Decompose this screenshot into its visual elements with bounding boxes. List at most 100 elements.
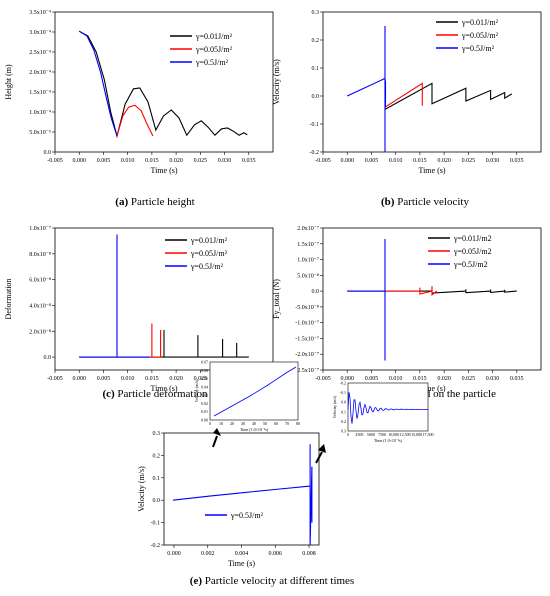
- x-tick-label: 0.035: [510, 376, 524, 382]
- y-tick-label: -5.0x10⁻⁸: [295, 305, 319, 311]
- y-tick-label: 0.1: [153, 476, 161, 482]
- y-tick-label: 2.0x10⁻⁸: [29, 329, 51, 335]
- legend-label: γ=0.5J/m²: [461, 44, 495, 53]
- inset-y-tick: 0.01: [201, 409, 208, 414]
- x-tick-label: 0.005: [365, 158, 379, 164]
- legend-label: γ=0.5J/m²: [190, 262, 224, 271]
- y-tick-label: 8.0x10⁻⁸: [29, 252, 51, 258]
- legend-label: γ=0.01J/m²: [190, 236, 228, 245]
- y-tick-label: 0.1: [312, 66, 320, 72]
- y-tick-label: 1.0x10⁻⁷: [297, 258, 319, 264]
- inset-x-tick: 20: [230, 421, 234, 426]
- series-line-1: [384, 82, 423, 108]
- x-axis-label: Time (s): [418, 384, 445, 393]
- arrowhead-left: [213, 428, 221, 436]
- panel-caption: (b) Particle velocity: [381, 196, 469, 208]
- inset-x-tick: 70: [285, 421, 289, 426]
- inset-x-tick: 10,000: [388, 432, 399, 438]
- y-tick-label: -1.5x10⁻⁷: [295, 336, 319, 342]
- x-tick-label: 0.035: [242, 158, 256, 164]
- inset-y-tick: 0.07: [201, 360, 208, 365]
- caption-letter: (a): [115, 196, 128, 208]
- legend-label: γ=0.05J/m²: [461, 31, 499, 40]
- y-tick-label: 0.0: [44, 150, 52, 156]
- y-tick-label: 1.0x10⁻⁷: [29, 226, 51, 232]
- x-tick-label: -0.005: [47, 376, 63, 382]
- inset-y-tick: 0.2: [341, 419, 346, 424]
- y-tick-label: 0.2: [312, 38, 320, 44]
- plot-frame: [322, 227, 542, 371]
- x-tick-label: 0.000: [72, 376, 86, 382]
- plot-frame: [54, 227, 274, 371]
- x-tick-label: 0.030: [486, 376, 500, 382]
- legend-label: γ=0.01J/m²: [195, 32, 233, 41]
- series-line-0: [78, 30, 248, 139]
- panel-caption: (e) Particle velocity at different times: [190, 575, 354, 587]
- y-axis-label: Height (m): [4, 64, 13, 100]
- inset-y-tick: 0.3: [341, 429, 346, 434]
- legend-label: γ=0.5J/m2: [453, 260, 488, 269]
- legend-label: γ=0.01J/m2: [453, 234, 492, 243]
- x-tick-label: 0.010: [121, 376, 135, 382]
- x-tick-label: -0.005: [315, 158, 331, 164]
- series-line-0: [384, 82, 513, 110]
- y-tick-label: 0.0: [312, 289, 320, 295]
- y-axis-label: Velocity (m/s): [272, 59, 281, 105]
- inset-x-tick: 2500: [355, 432, 363, 437]
- plot-frame: [163, 432, 320, 546]
- x-tick-label: 0.015: [145, 158, 159, 164]
- chart-panel-3: -0.005 0.000 0.005 0.010 0.015 0.020 0.025 0.03…: [272, 226, 542, 400]
- chart-panel-4: 0.000 0.002 0.004 0.006 0.008 -0.2 -0.1 0.0 0.1 0…: [137, 431, 354, 587]
- y-tick-label: 0.0: [44, 355, 52, 361]
- caption-letter: (e): [190, 575, 203, 587]
- arrow-to-inset-right: [315, 451, 323, 464]
- inset-y-label: Velocity (m/s): [332, 395, 337, 418]
- panel-caption: (a) Particle height: [115, 196, 194, 208]
- chart-panel-0: -0.005 0.000 0.005 0.010 0.015 0.020 0.025 0.03…: [4, 10, 274, 208]
- x-tick-label: 0.025: [462, 376, 476, 382]
- inset-x-tick: 7500: [378, 432, 386, 437]
- x-tick-label: 0.025: [462, 158, 476, 164]
- y-axis-label: Deformation: [4, 279, 13, 320]
- y-tick-label: 6.0x10⁻⁸: [29, 278, 51, 284]
- x-tick-label: 0.010: [121, 158, 135, 164]
- y-tick-label: 2.0x10⁻⁴: [29, 70, 51, 76]
- x-tick-label: 0.005: [97, 158, 111, 164]
- y-tick-label: 1.5x10⁻⁷: [297, 242, 319, 248]
- inset-x-tick: 60: [274, 421, 278, 426]
- x-tick-label: 0.000: [340, 376, 354, 382]
- legend-label: γ=0.01J/m²: [461, 18, 499, 27]
- inset-y-tick: 0.02: [201, 401, 208, 406]
- series-line-2: [78, 30, 118, 137]
- arrowhead-right: [318, 444, 326, 453]
- series-line-0: [79, 330, 249, 358]
- y-tick-label: 1.0x10⁻⁴: [29, 110, 51, 116]
- x-tick-label: 0.002: [201, 551, 215, 557]
- chart-panel-1: -0.005 0.000 0.005 0.010 0.015 0.020 0.025 0.03…: [272, 10, 542, 208]
- inset-y-tick: 0.04: [201, 384, 208, 389]
- inset-y-tick: 0.03: [201, 393, 208, 398]
- y-tick-label: -1.0x10⁻⁷: [295, 321, 319, 327]
- caption-letter: (c): [102, 388, 115, 400]
- inset-curve: [347, 392, 428, 424]
- inset-y-tick: 0.0: [341, 400, 346, 405]
- y-tick-label: 0.0: [153, 498, 161, 504]
- inset-x-tick: 50: [263, 421, 267, 426]
- x-tick-label: 0.020: [169, 376, 183, 382]
- x-tick-label: -0.005: [315, 376, 331, 382]
- y-tick-label: 0.3: [312, 10, 320, 16]
- x-tick-label: 0.005: [97, 376, 111, 382]
- inset-x-tick: 30: [241, 421, 245, 426]
- legend-label: γ=0.05J/m2: [453, 247, 492, 256]
- y-tick-label: 3.5x10⁻⁴: [29, 10, 51, 16]
- inset-curve: [213, 366, 297, 417]
- x-tick-label: 0.030: [486, 158, 500, 164]
- x-tick-label: -0.005: [47, 158, 63, 164]
- y-tick-label: -0.2: [151, 543, 161, 549]
- x-tick-label: 0.020: [437, 376, 451, 382]
- x-axis-label: Time (s): [418, 166, 445, 175]
- caption-text: Particle velocity: [394, 196, 469, 208]
- plot-frame: [54, 11, 274, 153]
- x-axis-label: Time (s): [228, 559, 255, 568]
